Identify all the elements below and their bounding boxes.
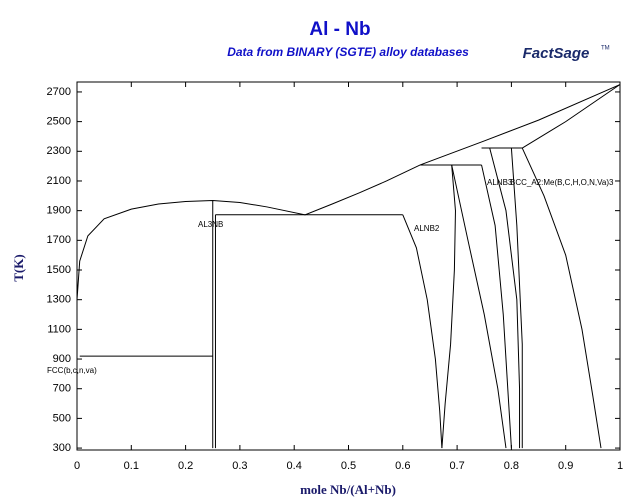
phase-boundary: [521, 147, 602, 449]
phase-boundary: [451, 164, 507, 449]
chart-title: Al - Nb: [309, 19, 370, 40]
y-tick-label: 2700: [47, 86, 71, 98]
logo-mark: TM: [601, 46, 610, 52]
y-tick-label: 700: [53, 383, 71, 395]
phase-label: FCC(b,c,n,va): [47, 366, 97, 375]
phase-boundary: [441, 164, 456, 449]
y-tick-label: 1300: [47, 294, 71, 306]
y-tick-label: 2500: [47, 116, 71, 128]
x-axis-label: mole Nb/(Al+Nb): [300, 482, 396, 497]
phase-boundary: [481, 164, 512, 449]
phase-label: BCC_A2:Me(B,C,H,O,N,Va)3: [510, 178, 614, 187]
y-tick-label: 1500: [47, 264, 71, 276]
x-tick-label: 0.5: [341, 460, 356, 472]
x-tick-label: 0.6: [395, 460, 410, 472]
x-tick-label: 0.7: [449, 460, 464, 472]
phase-label: AL3NB: [198, 220, 223, 229]
x-tick-label: 0.8: [504, 460, 519, 472]
y-tick-label: 1700: [47, 234, 71, 246]
y-tick-label: 900: [53, 353, 71, 365]
phase-boundary: [489, 147, 521, 449]
plot-frame: [76, 81, 621, 451]
chart-subtitle: Data from BINARY (SGTE) alloy databases: [227, 45, 469, 59]
x-tick-label: 0.3: [232, 460, 247, 472]
y-tick-label: 500: [53, 412, 71, 424]
phase-label: ALNB3: [487, 178, 513, 187]
phase-boundary: [402, 214, 443, 449]
x-tick-label: 0.1: [124, 460, 139, 472]
x-tick-label: 1: [617, 460, 623, 472]
y-tick-label: 1100: [47, 323, 71, 335]
phase-boundary: [510, 147, 523, 449]
x-tick-label: 0.4: [287, 460, 302, 472]
x-tick-label: 0: [74, 460, 80, 472]
x-tick-label: 0.2: [178, 460, 193, 472]
x-tick-label: 0.9: [558, 460, 573, 472]
phase-label: ALNB2: [414, 224, 440, 233]
y-tick-label: 2100: [47, 175, 71, 187]
y-tick-label: 1900: [47, 205, 71, 217]
y-axis-label: T(K): [11, 254, 26, 281]
logo: FactSage: [523, 45, 590, 62]
y-tick-label: 2300: [47, 145, 71, 157]
phase-boundary: [76, 84, 621, 300]
y-tick-label: 300: [53, 442, 71, 454]
phase-boundary: [522, 84, 621, 149]
